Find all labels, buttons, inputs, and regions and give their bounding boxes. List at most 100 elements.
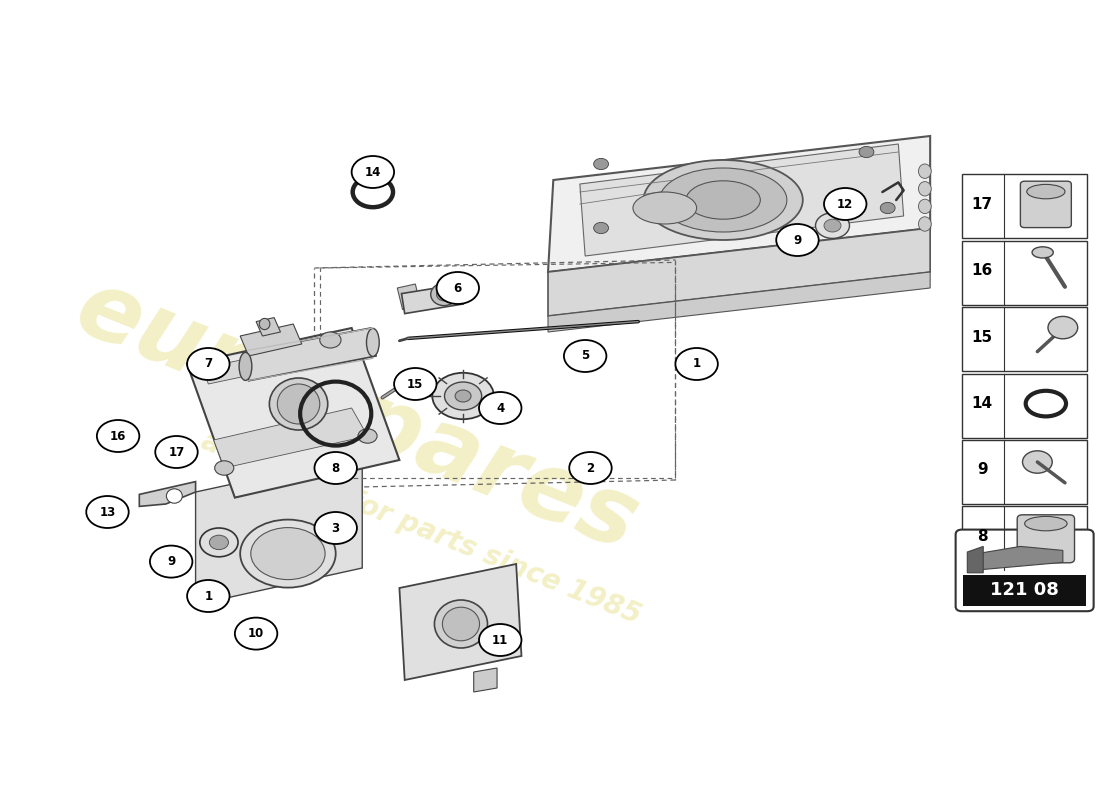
Text: 9: 9	[167, 555, 175, 568]
Ellipse shape	[431, 283, 458, 306]
Circle shape	[200, 528, 238, 557]
Circle shape	[569, 452, 612, 484]
FancyBboxPatch shape	[1021, 181, 1071, 227]
Circle shape	[209, 535, 229, 550]
Ellipse shape	[918, 199, 932, 214]
Text: 12: 12	[837, 198, 854, 210]
Text: eurospares: eurospares	[63, 262, 651, 570]
Polygon shape	[580, 144, 903, 256]
FancyBboxPatch shape	[1018, 515, 1075, 563]
Circle shape	[150, 546, 192, 578]
Polygon shape	[399, 564, 521, 680]
Circle shape	[859, 146, 873, 158]
Polygon shape	[967, 546, 983, 573]
Circle shape	[358, 429, 377, 443]
Ellipse shape	[495, 402, 506, 410]
Text: 11: 11	[492, 634, 508, 646]
Ellipse shape	[240, 520, 336, 587]
Text: 5: 5	[581, 350, 590, 362]
Bar	[962, 374, 1087, 438]
Polygon shape	[187, 328, 399, 498]
Text: 17: 17	[971, 197, 992, 212]
Ellipse shape	[632, 192, 696, 224]
Circle shape	[675, 348, 718, 380]
Polygon shape	[548, 228, 931, 316]
Bar	[962, 506, 1087, 570]
Polygon shape	[402, 284, 463, 314]
Bar	[964, 575, 1086, 606]
Bar	[962, 440, 1087, 504]
Circle shape	[235, 618, 277, 650]
Ellipse shape	[166, 489, 183, 503]
Text: 15: 15	[971, 330, 992, 345]
Polygon shape	[204, 340, 341, 384]
Text: 8: 8	[331, 462, 340, 474]
Text: 16: 16	[110, 430, 126, 442]
Ellipse shape	[366, 328, 379, 357]
Circle shape	[394, 368, 437, 400]
Text: 14: 14	[365, 166, 381, 178]
Ellipse shape	[455, 390, 471, 402]
Ellipse shape	[270, 378, 328, 430]
Text: 14: 14	[971, 396, 992, 411]
Circle shape	[564, 340, 606, 372]
Text: 13: 13	[99, 506, 116, 518]
Text: a passion for parts since 1985: a passion for parts since 1985	[197, 426, 645, 630]
Ellipse shape	[918, 182, 932, 196]
Circle shape	[880, 202, 895, 214]
Circle shape	[1023, 450, 1053, 473]
Circle shape	[594, 222, 608, 234]
Polygon shape	[474, 668, 497, 692]
Ellipse shape	[399, 373, 417, 386]
Ellipse shape	[660, 168, 786, 232]
Text: 2: 2	[586, 462, 594, 474]
Circle shape	[437, 272, 478, 304]
Circle shape	[204, 363, 224, 379]
Ellipse shape	[686, 181, 760, 219]
Polygon shape	[240, 324, 301, 356]
Text: 17: 17	[168, 446, 185, 458]
Text: 1: 1	[693, 358, 701, 370]
Ellipse shape	[172, 446, 188, 458]
Polygon shape	[397, 284, 420, 310]
Circle shape	[815, 213, 849, 238]
Ellipse shape	[437, 288, 451, 301]
Circle shape	[187, 580, 230, 612]
Ellipse shape	[434, 600, 487, 648]
Ellipse shape	[1026, 184, 1065, 198]
Circle shape	[777, 224, 818, 256]
Text: 9: 9	[793, 234, 802, 246]
Polygon shape	[243, 328, 376, 381]
Polygon shape	[548, 136, 931, 272]
Ellipse shape	[918, 217, 932, 231]
Circle shape	[824, 188, 867, 220]
Circle shape	[478, 624, 521, 656]
Circle shape	[824, 219, 842, 232]
Circle shape	[155, 436, 198, 468]
Ellipse shape	[277, 384, 320, 424]
Text: 10: 10	[248, 627, 264, 640]
Bar	[962, 174, 1087, 238]
Polygon shape	[972, 546, 1063, 570]
Polygon shape	[256, 318, 280, 336]
Ellipse shape	[1024, 517, 1067, 531]
Text: 121 08: 121 08	[990, 582, 1059, 599]
Circle shape	[315, 512, 356, 544]
Circle shape	[1048, 316, 1078, 338]
FancyBboxPatch shape	[956, 530, 1093, 611]
Ellipse shape	[442, 607, 480, 641]
Text: 6: 6	[453, 282, 462, 294]
Polygon shape	[213, 408, 367, 468]
Text: 1: 1	[205, 590, 212, 602]
Ellipse shape	[918, 164, 932, 178]
Circle shape	[86, 496, 129, 528]
Ellipse shape	[444, 382, 482, 410]
Text: 9: 9	[977, 462, 988, 478]
Bar	[962, 241, 1087, 305]
Circle shape	[187, 348, 230, 380]
Circle shape	[214, 461, 234, 475]
Circle shape	[594, 158, 608, 170]
Ellipse shape	[1032, 246, 1054, 258]
Circle shape	[320, 332, 341, 348]
Ellipse shape	[239, 352, 252, 381]
